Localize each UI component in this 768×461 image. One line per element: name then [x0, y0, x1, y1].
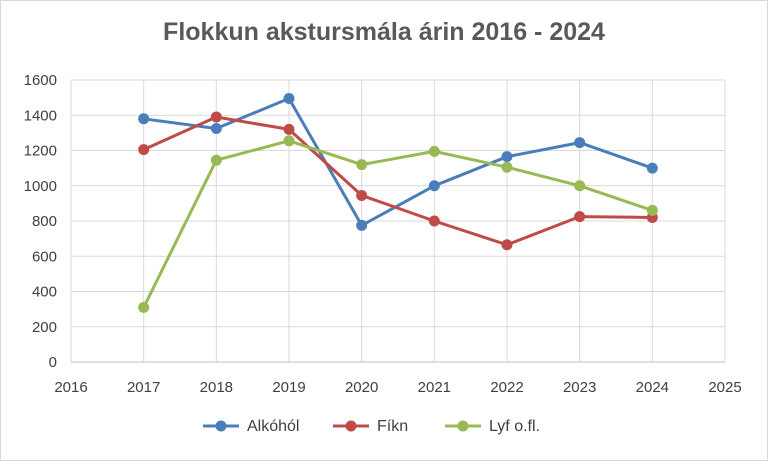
data-point — [283, 93, 295, 105]
data-point — [138, 144, 150, 156]
data-point — [283, 123, 295, 135]
x-tick-label: 2023 — [563, 379, 596, 396]
data-point — [138, 113, 150, 125]
data-point — [356, 189, 368, 201]
legend-marker — [215, 420, 227, 432]
data-point — [501, 161, 513, 173]
y-tick-label: 1600 — [24, 72, 57, 89]
legend-item: Alkóhól — [203, 418, 299, 435]
data-point — [501, 151, 513, 163]
legend-marker — [457, 420, 469, 432]
y-tick-label: 1000 — [24, 178, 57, 195]
x-tick-label: 2017 — [127, 379, 160, 396]
legend-item: Fíkn — [333, 418, 408, 435]
data-point — [356, 159, 368, 171]
y-tick-label: 400 — [32, 284, 57, 301]
data-point — [428, 215, 440, 227]
x-tick-label: 2022 — [490, 379, 523, 396]
y-tick-label: 0 — [49, 354, 57, 371]
y-tick-label: 1200 — [24, 143, 57, 160]
legend-label: Fíkn — [377, 418, 408, 435]
data-point — [574, 137, 586, 149]
legend-label: Lyf o.fl. — [489, 418, 540, 435]
series-line-1 — [142, 97, 654, 227]
legend-item: Lyf o.fl. — [445, 418, 540, 435]
y-tick-label: 600 — [32, 248, 57, 265]
data-point — [428, 145, 440, 157]
data-point — [283, 135, 295, 147]
x-tick-label: 2016 — [54, 379, 87, 396]
data-point — [574, 211, 586, 223]
legend-label: Alkóhól — [247, 418, 299, 435]
x-tick-label: 2019 — [272, 379, 305, 396]
x-tick-label: 2018 — [200, 379, 233, 396]
data-point — [138, 301, 150, 313]
data-point — [210, 111, 222, 123]
y-tick-label: 200 — [32, 319, 57, 336]
y-tick-label: 800 — [32, 213, 57, 230]
chart-title: Flokkun akstursmála árin 2016 - 2024 — [163, 18, 605, 46]
series-line-3 — [142, 139, 654, 309]
x-tick-label: 2020 — [345, 379, 378, 396]
x-tick-label: 2024 — [636, 379, 669, 396]
data-point — [574, 180, 586, 192]
data-point — [501, 239, 513, 251]
data-point — [356, 219, 368, 231]
series-line-2 — [142, 115, 654, 247]
data-point — [646, 162, 658, 174]
data-point — [210, 122, 222, 134]
x-tick-label: 2025 — [708, 379, 741, 396]
x-tick-label: 2021 — [418, 379, 451, 396]
data-point — [428, 180, 440, 192]
legend-marker — [345, 420, 357, 432]
data-point — [210, 154, 222, 166]
y-tick-label: 1400 — [24, 107, 57, 124]
data-point — [646, 204, 658, 216]
